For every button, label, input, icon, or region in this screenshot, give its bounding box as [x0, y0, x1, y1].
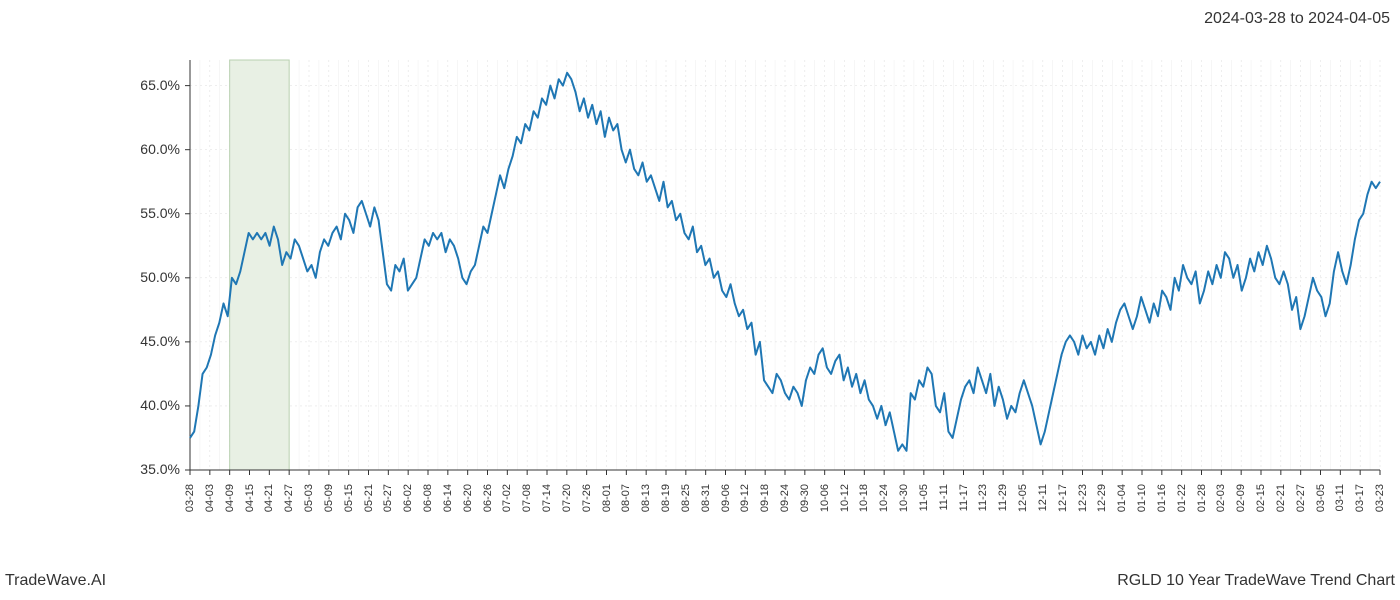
- x-tick-label: 10-18: [858, 484, 870, 534]
- x-tick-label: 07-20: [561, 484, 573, 534]
- x-tick-label: 12-23: [1077, 484, 1089, 534]
- x-tick-label: 02-03: [1215, 484, 1227, 534]
- chart-container: 35.0%40.0%45.0%50.0%55.0%60.0%65.0% 03-2…: [190, 60, 1380, 470]
- x-tick-label: 01-28: [1196, 484, 1208, 534]
- y-tick-label: 35.0%: [120, 461, 180, 477]
- x-tick-label: 08-31: [700, 484, 712, 534]
- x-tick-label: 08-25: [680, 484, 692, 534]
- x-tick-label: 06-02: [402, 484, 414, 534]
- date-range-label: 2024-03-28 to 2024-04-05: [1204, 10, 1390, 28]
- x-tick-label: 04-03: [204, 484, 216, 534]
- x-tick-label: 09-24: [779, 484, 791, 534]
- x-tick-label: 10-12: [839, 484, 851, 534]
- x-tick-label: 09-12: [739, 484, 751, 534]
- x-tick-label: 03-28: [184, 484, 196, 534]
- y-tick-label: 55.0%: [120, 205, 180, 221]
- line-chart: [190, 60, 1380, 470]
- x-tick-label: 11-05: [918, 484, 930, 534]
- x-tick-label: 04-09: [224, 484, 236, 534]
- x-tick-label: 09-18: [759, 484, 771, 534]
- x-tick-label: 06-26: [482, 484, 494, 534]
- x-tick-label: 11-17: [958, 484, 970, 534]
- x-tick-label: 06-20: [462, 484, 474, 534]
- y-tick-label: 40.0%: [120, 397, 180, 413]
- x-tick-label: 10-06: [819, 484, 831, 534]
- x-tick-label: 07-08: [521, 484, 533, 534]
- x-tick-label: 08-13: [640, 484, 652, 534]
- x-tick-label: 11-29: [997, 484, 1009, 534]
- x-tick-label: 12-05: [1017, 484, 1029, 534]
- x-tick-label: 07-26: [581, 484, 593, 534]
- x-tick-label: 07-14: [541, 484, 553, 534]
- x-tick-label: 06-14: [442, 484, 454, 534]
- x-tick-label: 12-17: [1057, 484, 1069, 534]
- x-tick-label: 02-21: [1275, 484, 1287, 534]
- x-tick-label: 04-27: [283, 484, 295, 534]
- x-tick-label: 02-09: [1235, 484, 1247, 534]
- y-tick-label: 45.0%: [120, 333, 180, 349]
- x-tick-label: 08-19: [660, 484, 672, 534]
- footer-title: RGLD 10 Year TradeWave Trend Chart: [1117, 572, 1395, 590]
- x-tick-label: 03-23: [1374, 484, 1386, 534]
- x-tick-label: 02-15: [1255, 484, 1267, 534]
- x-tick-label: 02-27: [1295, 484, 1307, 534]
- x-tick-label: 05-09: [323, 484, 335, 534]
- x-tick-label: 04-15: [244, 484, 256, 534]
- x-tick-label: 12-29: [1096, 484, 1108, 534]
- x-tick-label: 10-30: [898, 484, 910, 534]
- x-tick-label: 12-11: [1037, 484, 1049, 534]
- x-tick-label: 01-22: [1176, 484, 1188, 534]
- x-tick-label: 06-08: [422, 484, 434, 534]
- x-tick-label: 05-27: [382, 484, 394, 534]
- x-tick-label: 05-03: [303, 484, 315, 534]
- x-tick-label: 04-21: [263, 484, 275, 534]
- x-tick-label: 09-30: [799, 484, 811, 534]
- x-tick-label: 01-10: [1136, 484, 1148, 534]
- x-tick-label: 08-01: [601, 484, 613, 534]
- x-tick-label: 05-15: [343, 484, 355, 534]
- x-tick-label: 11-23: [977, 484, 989, 534]
- y-tick-label: 65.0%: [120, 77, 180, 93]
- x-tick-label: 08-07: [620, 484, 632, 534]
- x-tick-label: 09-06: [720, 484, 732, 534]
- x-tick-label: 07-02: [501, 484, 513, 534]
- x-tick-label: 01-16: [1156, 484, 1168, 534]
- x-tick-label: 03-17: [1354, 484, 1366, 534]
- x-tick-label: 05-21: [363, 484, 375, 534]
- x-tick-label: 03-11: [1334, 484, 1346, 534]
- footer-brand: TradeWave.AI: [5, 572, 106, 590]
- y-tick-label: 50.0%: [120, 269, 180, 285]
- y-tick-label: 60.0%: [120, 141, 180, 157]
- x-tick-label: 03-05: [1315, 484, 1327, 534]
- x-tick-label: 01-04: [1116, 484, 1128, 534]
- x-tick-label: 11-11: [938, 484, 950, 534]
- x-tick-label: 10-24: [878, 484, 890, 534]
